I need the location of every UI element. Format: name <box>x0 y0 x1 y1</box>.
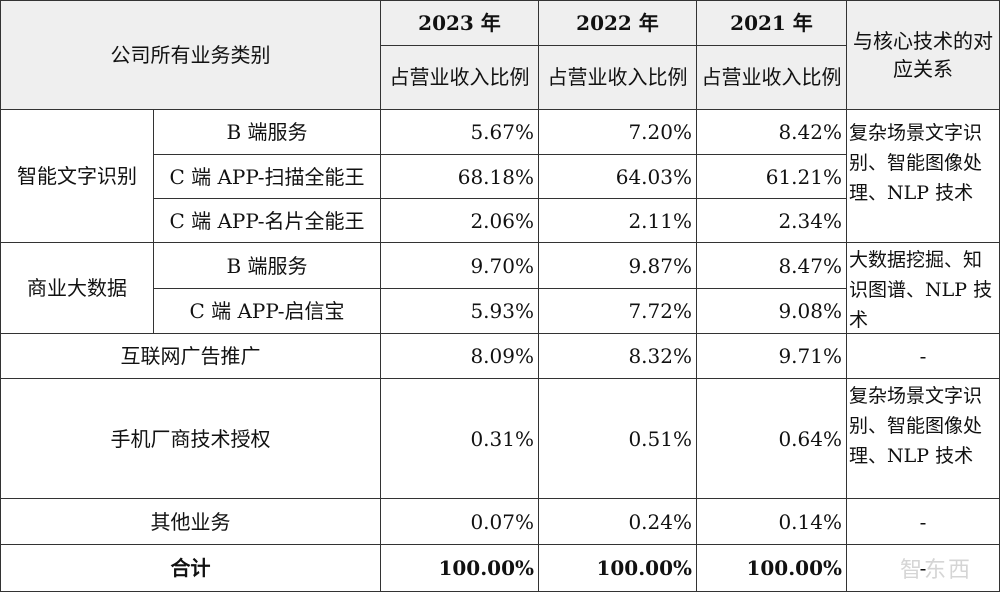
row-ocr-card-2021: 2.34% <box>696 198 847 243</box>
row-total-2023: 100.00% <box>380 544 539 592</box>
row-bigdata-qxb-2023: 5.93% <box>380 288 539 334</box>
row-ocr-b-2021: 8.42% <box>696 109 847 155</box>
row-ocr-b-2023: 5.67% <box>380 109 539 155</box>
tech-bigdata: 大数据挖掘、知识图谱、NLP 技术 <box>846 242 1000 334</box>
row-other-2021: 0.14% <box>696 498 847 545</box>
row-ocr-card-2022: 2.11% <box>538 198 697 243</box>
row-ocr-scan-name: C 端 APP-扫描全能王 <box>153 154 381 199</box>
header-metric-2022: 占营业收入比例 <box>538 45 697 110</box>
row-other-tech: - <box>846 498 1000 545</box>
row-bigdata-qxb-2021: 9.08% <box>696 288 847 334</box>
row-ads-tech: - <box>846 333 1000 379</box>
row-license-name: 手机厂商技术授权 <box>0 378 381 499</box>
row-ads-2022: 8.32% <box>538 333 697 379</box>
row-ads-name: 互联网广告推广 <box>0 333 381 379</box>
row-bigdata-b-name: B 端服务 <box>153 242 381 289</box>
row-license-tech: 复杂场景文字识别、智能图像处理、NLP 技术 <box>846 378 1000 499</box>
row-license-2021: 0.64% <box>696 378 847 499</box>
row-other-2023: 0.07% <box>380 498 539 545</box>
row-other-name: 其他业务 <box>0 498 381 545</box>
header-metric-2023: 占营业收入比例 <box>380 45 539 110</box>
row-ocr-b-name: B 端服务 <box>153 109 381 155</box>
watermark: 智东西 <box>899 558 972 583</box>
row-bigdata-b-2023: 9.70% <box>380 242 539 289</box>
row-bigdata-b-2022: 9.87% <box>538 242 697 289</box>
header-year-2023: 2023 年 <box>380 0 539 46</box>
row-ocr-b-2022: 7.20% <box>538 109 697 155</box>
row-total-2021: 100.00% <box>696 544 847 592</box>
row-bigdata-qxb-2022: 7.72% <box>538 288 697 334</box>
header-year-2022: 2022 年 <box>538 0 697 46</box>
row-license-2022: 0.51% <box>538 378 697 499</box>
row-bigdata-b-2021: 8.47% <box>696 242 847 289</box>
row-ads-2021: 9.71% <box>696 333 847 379</box>
row-total-2022: 100.00% <box>538 544 697 592</box>
row-other-2022: 0.24% <box>538 498 697 545</box>
row-bigdata-qxb-name: C 端 APP-启信宝 <box>153 288 381 334</box>
row-ocr-card-name: C 端 APP-名片全能王 <box>153 198 381 243</box>
group-ocr: 智能文字识别 <box>0 109 154 243</box>
row-ocr-scan-2021: 61.21% <box>696 154 847 199</box>
row-ocr-card-2023: 2.06% <box>380 198 539 243</box>
header-tech: 与核心技术的对应关系 <box>846 0 1000 110</box>
header-year-2021: 2021 年 <box>696 0 847 46</box>
header-metric-2021: 占营业收入比例 <box>696 45 847 110</box>
group-bigdata: 商业大数据 <box>0 242 154 334</box>
row-ads-2023: 8.09% <box>380 333 539 379</box>
row-ocr-scan-2022: 64.03% <box>538 154 697 199</box>
row-ocr-scan-2023: 68.18% <box>380 154 539 199</box>
row-total-name: 合计 <box>0 544 381 592</box>
row-license-2023: 0.31% <box>380 378 539 499</box>
header-category: 公司所有业务类别 <box>0 0 381 110</box>
tech-ocr: 复杂场景文字识别、智能图像处理、NLP 技术 <box>846 109 1000 243</box>
